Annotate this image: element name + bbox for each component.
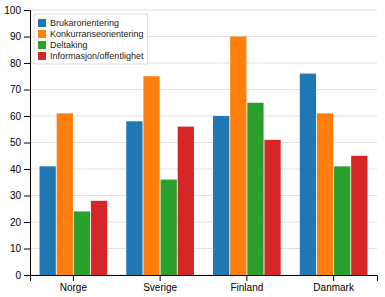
tick-label: 0 <box>15 270 21 281</box>
legend-label: Deltaking <box>50 40 88 50</box>
bar-series <box>40 74 317 275</box>
legend-swatch <box>38 52 46 60</box>
y-tick: 40 <box>10 164 30 175</box>
legend-label: Konkurranseorientering <box>50 29 144 39</box>
bar <box>126 121 142 275</box>
bars <box>40 37 368 276</box>
legend-label: Informasjon/offentlighet <box>50 51 144 61</box>
axis-line <box>31 276 378 282</box>
legend-label: Brukarorientering <box>50 18 119 28</box>
bar <box>247 103 263 275</box>
bar <box>91 201 107 275</box>
bar <box>300 74 316 275</box>
bar <box>161 180 177 275</box>
legend-swatch <box>38 30 46 38</box>
bar <box>317 113 333 275</box>
axis-line <box>24 11 31 276</box>
bar <box>143 76 159 275</box>
tick-label: 10 <box>10 243 22 254</box>
tick-mark <box>24 196 30 197</box>
bar-series <box>91 127 368 275</box>
tick-mark <box>24 143 30 144</box>
tick-mark <box>24 222 30 223</box>
tick-mark <box>24 63 30 64</box>
bar <box>334 166 350 275</box>
bar <box>230 37 246 276</box>
legend-box <box>34 14 148 64</box>
tick-mark <box>24 37 30 38</box>
tick-mark <box>24 10 30 11</box>
bar <box>74 211 90 275</box>
tick-label: 90 <box>10 31 22 42</box>
tick-label: Finland <box>230 282 263 293</box>
legend-swatch <box>38 41 46 49</box>
tick-label: Sverige <box>143 282 177 293</box>
tick-label: 70 <box>10 84 22 95</box>
tick-mark <box>24 169 30 170</box>
y-tick: 10 <box>10 243 30 254</box>
tick-label: Danmark <box>313 282 355 293</box>
tick-label: 20 <box>10 217 22 228</box>
bar <box>178 127 194 275</box>
tick-label: 30 <box>10 190 22 201</box>
tick-label: 60 <box>10 111 22 122</box>
legend-item: Brukarorientering <box>38 18 119 28</box>
x-tick: Danmark <box>313 275 355 293</box>
tick-label: Norge <box>60 282 88 293</box>
y-tick: 90 <box>10 31 30 42</box>
y-tick: 100 <box>4 5 30 16</box>
chart-svg: Norge Sverige Finland Danmark 0 10 20 30 40 50 60 7… <box>0 0 385 297</box>
legend-swatch <box>38 19 46 27</box>
tick-mark <box>160 275 161 281</box>
chart-container: Norge Sverige Finland Danmark 0 10 20 30 40 50 60 7… <box>0 0 385 297</box>
tick-label: 40 <box>10 164 22 175</box>
y-tick: 50 <box>10 137 30 148</box>
grid-line <box>30 89 377 90</box>
bar-series <box>74 103 351 275</box>
x-tick: Norge <box>60 275 88 293</box>
tick-label: 50 <box>10 137 22 148</box>
x-tick: Sverige <box>143 275 177 293</box>
tick-mark <box>24 249 30 250</box>
tick-label: 80 <box>10 58 22 69</box>
legend-item: Deltaking <box>38 40 88 50</box>
y-tick: 30 <box>10 190 30 201</box>
bar <box>40 166 56 275</box>
tick-mark <box>246 275 247 281</box>
x-tick: Finland <box>230 275 263 293</box>
bar-series <box>57 37 334 276</box>
y-tick: 60 <box>10 111 30 122</box>
tick-mark <box>24 90 30 91</box>
y-tick: 0 <box>15 270 30 281</box>
x-axis: Norge Sverige Finland Danmark <box>31 275 378 293</box>
legend-item: Informasjon/offentlighet <box>38 51 144 61</box>
tick-mark <box>73 275 74 281</box>
tick-mark <box>24 275 30 276</box>
legend: BrukarorienteringKonkurranseorienteringD… <box>34 14 148 64</box>
bar <box>264 140 280 275</box>
y-tick: 80 <box>10 58 30 69</box>
tick-mark <box>24 116 30 117</box>
y-tick: 70 <box>10 84 30 95</box>
grid-line <box>30 10 377 11</box>
tick-mark <box>333 275 334 281</box>
legend-item: Konkurranseorientering <box>38 29 144 39</box>
bar <box>57 113 73 275</box>
y-tick: 20 <box>10 217 30 228</box>
plot: Norge Sverige Finland Danmark 0 10 20 30 40 50 60 7… <box>4 5 377 293</box>
bar <box>213 116 229 275</box>
bar <box>351 156 367 275</box>
tick-label: 100 <box>4 5 21 16</box>
y-axis: 0 10 20 30 40 50 60 70 80 90 100 <box>4 5 30 281</box>
grid <box>30 10 377 275</box>
